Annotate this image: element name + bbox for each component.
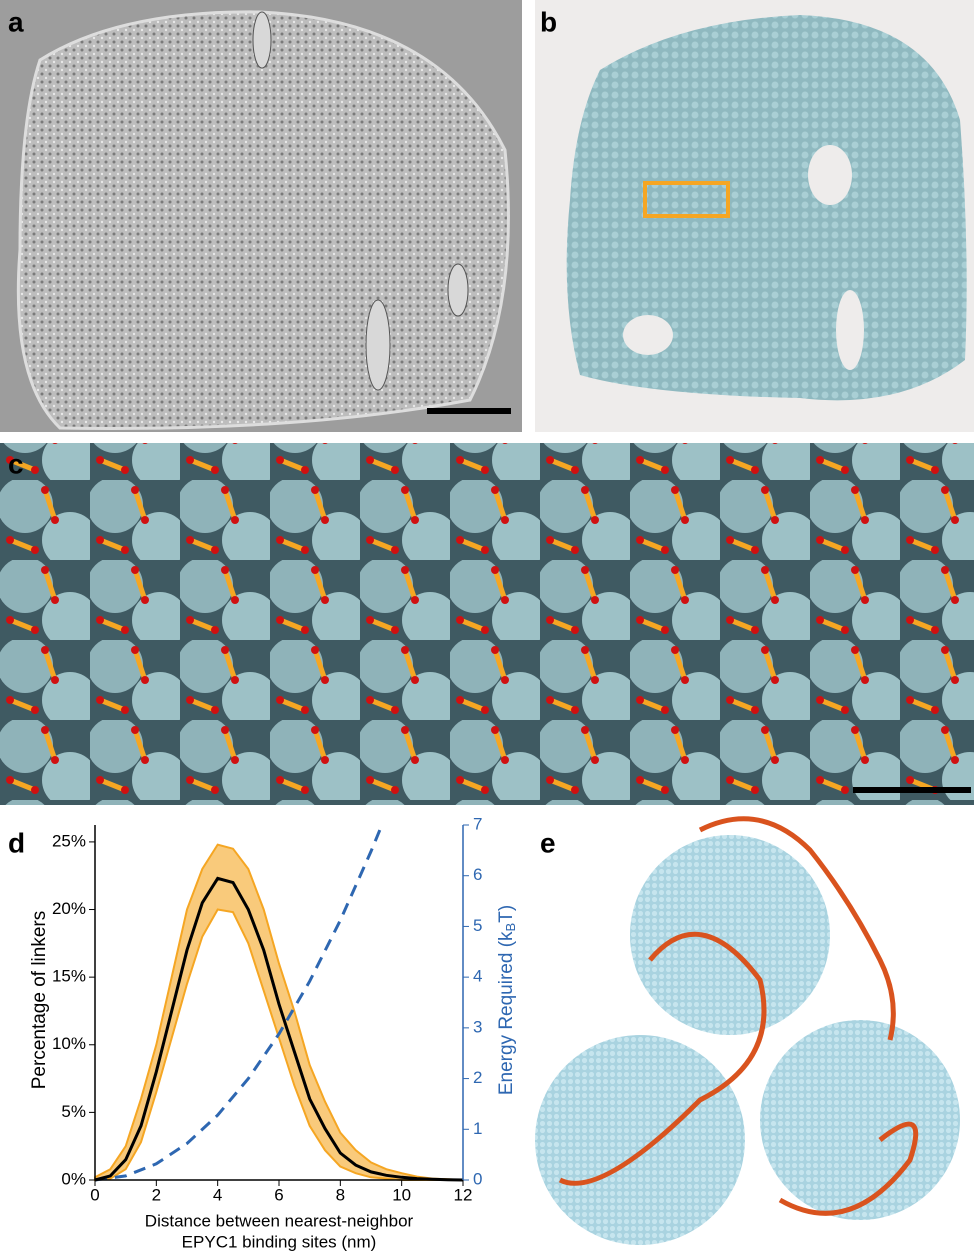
y-tick-label: 0% [61, 1169, 86, 1188]
panel-label: e [540, 827, 556, 858]
y2-label-sub: B [503, 923, 518, 932]
x-tick-label: 12 [454, 1185, 473, 1204]
x-tick-label: 0 [90, 1185, 99, 1204]
panel-a-image [0, 0, 522, 432]
y2-label-end: T) [496, 905, 517, 923]
y2-tick-label: 1 [473, 1119, 482, 1138]
panel-label: d [8, 827, 25, 858]
x-tick-label: 8 [336, 1185, 345, 1204]
panel-c-image [0, 443, 974, 805]
y2-label-main: Energy Required (k [496, 931, 517, 1095]
figure: a b c d e Percentage of linkers Energy R… [0, 0, 974, 1253]
y2-tick-label: 7 [473, 814, 482, 833]
y-tick-label: 5% [61, 1102, 86, 1121]
y-tick-label: 25% [52, 831, 86, 850]
y2-tick-label: 2 [473, 1068, 482, 1087]
panel-label: a [8, 6, 24, 37]
panel-label: b [540, 6, 557, 37]
y-tick-label: 10% [52, 1034, 86, 1053]
panel-b-image [535, 0, 974, 432]
y-tick-label: 20% [52, 899, 86, 918]
panel-e-image [535, 819, 960, 1245]
x-axis-label: EPYC1 binding sites (nm) [182, 1232, 377, 1251]
y2-tick-label: 3 [473, 1017, 482, 1036]
y2-axis-label: Energy Required (kBT) [496, 905, 518, 1095]
error-band [95, 845, 463, 1180]
x-tick-label: 2 [152, 1185, 161, 1204]
page: {"panels": ["a", "b", "c", "d", "e"], "c… [0, 0, 974, 1253]
y-tick-label: 15% [52, 967, 86, 986]
x-tick-label: 10 [392, 1185, 411, 1204]
x-tick-label: 6 [274, 1185, 283, 1204]
y-axis-label: Percentage of linkers [29, 911, 50, 1090]
x-tick-label: 4 [213, 1185, 222, 1204]
panel-label: c [8, 448, 24, 479]
y2-tick-label: 4 [473, 967, 482, 986]
y2-tick-label: 6 [473, 865, 482, 884]
x-axis-label: Distance between nearest-neighbor [145, 1211, 414, 1230]
y2-tick-label: 0 [473, 1169, 482, 1188]
y2-tick-label: 5 [473, 916, 482, 935]
